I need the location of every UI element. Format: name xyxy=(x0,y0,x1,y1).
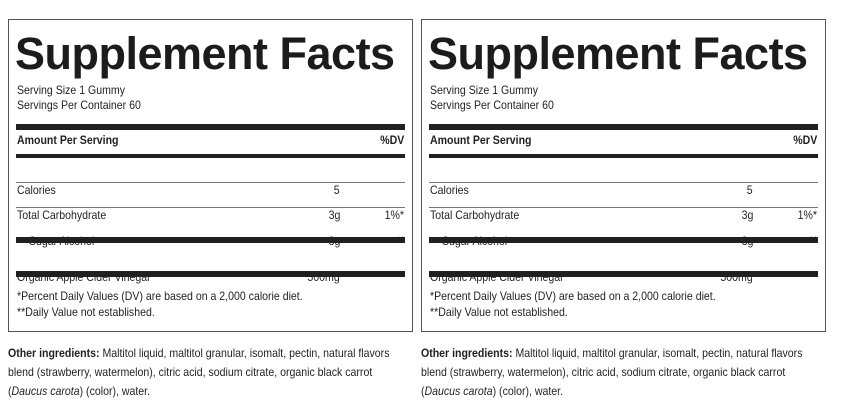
servings-per-container: Servings Per Container 60 xyxy=(430,98,554,112)
divider-thick xyxy=(16,124,405,130)
divider-thick xyxy=(429,237,818,243)
footnote-dv: *Percent Daily Values (DV) are based on … xyxy=(17,289,303,303)
servings-per-container: Servings Per Container 60 xyxy=(17,98,141,112)
divider-thin xyxy=(16,182,405,183)
divider-medium xyxy=(429,154,818,158)
footnote-not-established: **Daily Value not established. xyxy=(430,305,568,319)
facts-box: Supplement Facts Serving Size 1 Gummy Serv… xyxy=(8,19,413,332)
divider-thick xyxy=(429,124,818,130)
nutrient-dv: 1%* xyxy=(384,208,404,222)
divider-medium xyxy=(16,154,405,158)
divider-thick xyxy=(16,271,405,277)
serving-size: Serving Size 1 Gummy xyxy=(17,83,125,97)
other-ingredients-text-end: ) (color), water. xyxy=(492,384,564,398)
nutrient-name: Calories xyxy=(430,183,469,197)
divider-thick xyxy=(429,271,818,277)
nutrient-amount: 3g xyxy=(741,208,753,222)
serving-size: Serving Size 1 Gummy xyxy=(430,83,538,97)
panel-title: Supplement Facts xyxy=(428,28,808,79)
dv-header: %DV xyxy=(379,133,404,147)
divider-thick xyxy=(16,237,405,243)
other-ingredients-text: Maltitol liquid, maltitol granular, isom… xyxy=(8,346,390,398)
divider-thin xyxy=(16,207,405,208)
nutrient-name: Total Carbohydrate xyxy=(430,208,520,222)
supplement-facts-panel: Supplement Facts Serving Size 1 Gummy Serv… xyxy=(0,0,413,417)
other-ingredients-text-end: ) (color), water. xyxy=(79,384,151,398)
nutrient-amount: 5 xyxy=(747,183,753,197)
other-ingredients-latin: Daucus carota xyxy=(424,384,493,398)
footnote-dv: *Percent Daily Values (DV) are based on … xyxy=(430,289,716,303)
dv-header: %DV xyxy=(792,133,817,147)
nutrient-amount: 5 xyxy=(334,183,340,197)
other-ingredients-label: Other ingredients: xyxy=(421,346,513,360)
other-ingredients-text: Maltitol liquid, maltitol granular, isom… xyxy=(421,346,803,398)
nutrient-name: Total Carbohydrate xyxy=(17,208,107,222)
other-ingredients-label: Other ingredients: xyxy=(8,346,100,360)
nutrient-dv: ** xyxy=(395,270,404,284)
amount-per-serving-header: Amount Per Serving xyxy=(17,133,119,147)
nutrient-amount: 3g xyxy=(328,208,340,222)
other-ingredients: Other ingredients: Maltitol liquid, malt… xyxy=(421,344,826,401)
panel-title: Supplement Facts xyxy=(15,28,395,79)
nutrient-name: Calories xyxy=(17,183,56,197)
divider-thin xyxy=(429,182,818,183)
nutrient-dv: ** xyxy=(808,270,817,284)
amount-per-serving-header: Amount Per Serving xyxy=(430,133,532,147)
facts-box: Supplement Facts Serving Size 1 Gummy Serv… xyxy=(421,19,826,332)
divider-thin xyxy=(429,207,818,208)
supplement-facts-panel: Supplement Facts Serving Size 1 Gummy Serv… xyxy=(413,0,826,417)
nutrient-dv: 1%* xyxy=(797,208,817,222)
other-ingredients-latin: Daucus carota xyxy=(11,384,80,398)
other-ingredients: Other ingredients: Maltitol liquid, malt… xyxy=(8,344,413,401)
footnote-not-established: **Daily Value not established. xyxy=(17,305,155,319)
